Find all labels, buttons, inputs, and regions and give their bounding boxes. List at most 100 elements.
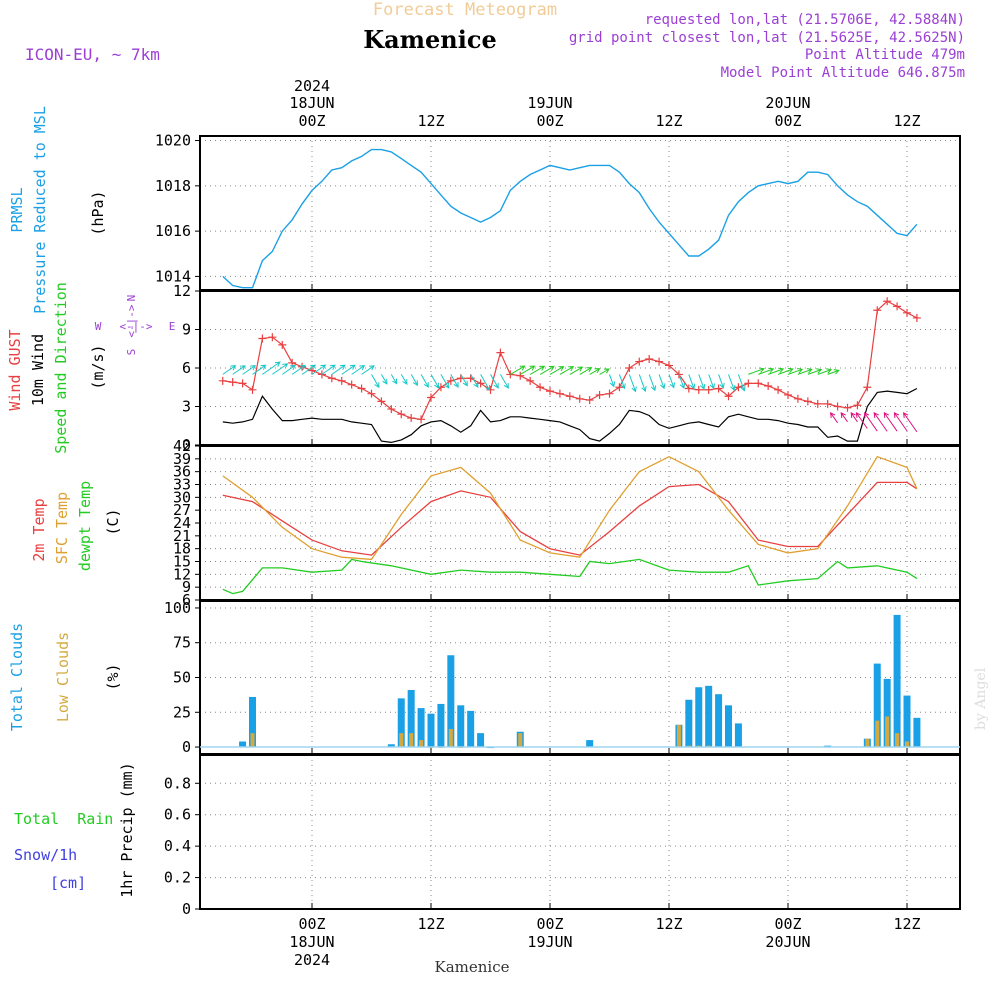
model-altitude: Model Point Altitude 646.875m — [721, 65, 965, 81]
total-cloud-bar — [586, 740, 594, 748]
pressure-labels: PRMSL Pressure Reduced to MSL (hPa) — [8, 106, 107, 314]
gust-marker — [546, 387, 554, 396]
wind-direction-arrow — [827, 369, 840, 375]
ytick-label-1: 9 — [182, 578, 191, 596]
ytick-label-3: 9 — [182, 321, 191, 339]
wind-direction-arrow — [873, 412, 888, 432]
wind-direction-arrow — [777, 367, 794, 375]
gust-marker — [873, 306, 882, 315]
precip-legend-rain: Total Rain — [14, 810, 113, 828]
top-day-20: 20JUN — [765, 94, 810, 112]
cloud-label-1: Total Clouds — [8, 623, 26, 731]
wind-direction-arrow — [638, 374, 647, 393]
low-cloud-bar — [885, 716, 890, 748]
grid-point-coords: grid point closest lon,lat (21.5625E, 42… — [569, 30, 965, 46]
wind-label-1: Wind GUST — [6, 329, 24, 410]
gust-marker — [655, 357, 664, 366]
wind-direction-arrow — [748, 367, 765, 375]
precip-labels: Total Rain Snow/1h [cm] 1hr Precip (mm) — [14, 762, 136, 897]
precip-legend-snow: Snow/1h — [14, 846, 77, 864]
low-cloud-bar — [409, 733, 414, 748]
wind-direction-arrow — [361, 365, 375, 375]
low-cloud-bar — [518, 733, 523, 748]
gust-marker — [714, 384, 723, 393]
top-tick-5: 12Z — [893, 112, 920, 130]
wind-direction-arrow — [282, 364, 296, 375]
precip-legend-unit: [cm] — [50, 874, 86, 892]
gust-marker — [496, 348, 505, 357]
ytick-label-12: 42 — [173, 437, 191, 455]
gust-marker — [278, 340, 287, 349]
bottom-location: Kamenice — [435, 958, 510, 976]
wind-unit: (m/s) — [89, 344, 107, 389]
gust-marker — [764, 381, 773, 390]
ytick-label-2: 0.4 — [164, 837, 191, 855]
ytick-label-2: 12 — [173, 565, 191, 583]
wind-direction-arrow — [331, 364, 346, 375]
wind-direction-arrow — [688, 374, 696, 390]
wind-direction-arrow — [678, 374, 686, 389]
gust-marker — [417, 415, 426, 424]
gust-marker — [903, 308, 911, 317]
wind-direction-arrow — [420, 374, 429, 388]
bottom-time-axis: 00Z 12Z 00Z 12Z 00Z 12Z 18JUN 19JUN 20JU… — [289, 915, 920, 969]
wind-direction-arrow — [460, 374, 468, 387]
top-year: 2024 — [294, 77, 330, 95]
panel-pressure: 1014 1016 1018 1020 — [155, 132, 961, 291]
ytick-label-0: 0 — [182, 738, 191, 756]
wind-direction-arrow — [390, 374, 398, 385]
compass-s: S — [125, 349, 138, 356]
ytick-label-10: 36 — [173, 463, 191, 481]
wind-direction-arrow — [520, 365, 536, 375]
wind-direction-arrow — [718, 374, 725, 389]
gust-marker — [625, 364, 634, 372]
total-cloud-bar — [695, 687, 703, 748]
wind-direction-arrow — [510, 365, 526, 375]
ytick-label-0: 0 — [182, 436, 191, 454]
wind-direction-arrow — [232, 365, 246, 375]
gust-marker — [536, 383, 545, 392]
wind-direction-arrow — [618, 374, 626, 390]
wind-direction-arrow — [609, 374, 616, 388]
panel-precip: 0 0.2 0.4 0.6 0.8 — [164, 754, 961, 918]
gust-marker — [883, 297, 892, 306]
total-cloud-bar — [903, 695, 911, 748]
ytick-label-6: 24 — [173, 514, 191, 532]
gust-marker — [724, 392, 733, 401]
ytick-label-7: 27 — [173, 501, 191, 519]
wind-direction-arrow — [737, 374, 746, 392]
gust-marker — [585, 396, 594, 405]
wind-direction-arrow — [440, 374, 450, 389]
cloud-unit: (%) — [104, 663, 122, 690]
ytick-label-11: 39 — [173, 450, 191, 468]
ytick-label-2: 6 — [182, 359, 191, 377]
gust-marker — [704, 385, 713, 394]
gust-marker — [526, 376, 535, 385]
gust-marker — [218, 376, 227, 385]
wind-direction-arrow — [450, 374, 459, 388]
wind-direction-arrow — [883, 412, 898, 432]
gust-marker — [645, 355, 654, 364]
ytick-label-0: 0 — [182, 900, 191, 918]
temp-labels: 2m Temp SFC Temp dewpt Temp (C) — [30, 481, 122, 571]
wind-direction-arrow — [840, 412, 848, 423]
panel-frame — [199, 135, 961, 291]
total-cloud-bar — [249, 696, 256, 748]
total-cloud-bar — [883, 678, 891, 748]
wind-direction-arrow — [708, 374, 715, 390]
gust-marker — [575, 394, 584, 403]
top-tick-2: 00Z — [536, 112, 563, 130]
wind-direction-arrow — [807, 368, 823, 375]
wind-direction-arrow — [430, 374, 440, 389]
wind-direction-arrow — [855, 412, 868, 429]
gust-marker — [347, 380, 356, 389]
location-title: Kamenice — [363, 25, 497, 54]
low-cloud-bar — [250, 733, 255, 748]
panel-wind: 0 3 6 9 12 — [173, 282, 961, 454]
wind-direction-arrow — [648, 374, 657, 392]
gust-marker — [486, 385, 495, 394]
gust-marker — [228, 378, 237, 387]
wind-direction-arrow — [252, 364, 267, 375]
gust-marker — [793, 394, 802, 403]
bottom-tick-1: 12Z — [417, 915, 444, 933]
